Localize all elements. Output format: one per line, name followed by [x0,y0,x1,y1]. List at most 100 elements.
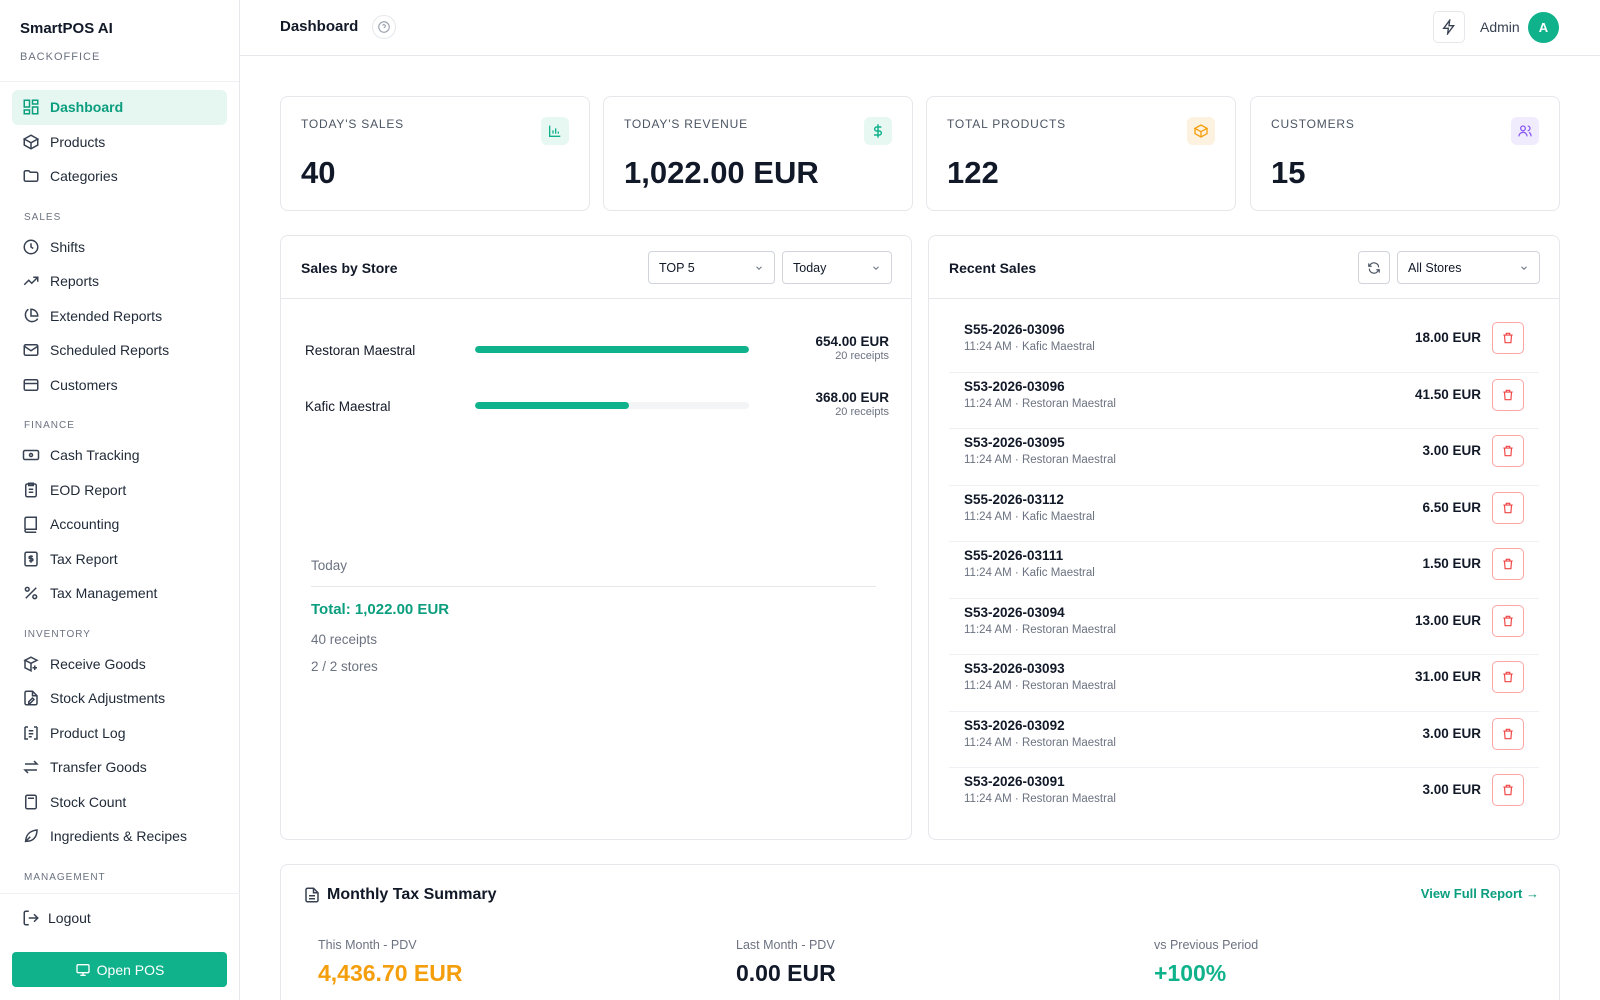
quick-action-button[interactable] [1433,11,1465,43]
sidebar-item-eod-report[interactable]: EOD Report [12,473,227,508]
stat-label: TODAY'S SALES [301,117,404,131]
mail-icon [23,344,39,357]
sidebar-item-customers[interactable]: Customers [12,368,227,403]
store-filter-select[interactable]: All Stores [1397,251,1540,284]
refresh-button[interactable] [1358,251,1390,284]
tax-vs-value: +100% [1154,960,1227,986]
logout-label: Logout [48,910,91,926]
sidebar: SmartPOS AI BACKOFFICE Dashboard Product… [0,0,240,1000]
sale-meta: 11:24 AM · Restoran Maestral [964,793,1116,805]
sidebar-item-tax-management[interactable]: Tax Management [12,576,227,611]
stat-label: TOTAL PRODUCTS [947,117,1066,131]
sidebar-item-receive-goods[interactable]: Receive Goods [12,647,227,682]
open-pos-button[interactable]: Open POS [12,952,227,987]
help-icon [378,21,390,33]
summary-total: Total: 1,022.00 EUR [311,601,450,618]
delete-sale-button[interactable] [1492,717,1524,750]
file-edit-icon [24,690,38,706]
sidebar-item-ingredients-recipes[interactable]: Ingredients & Recipes [12,819,227,854]
stat-card-customers: CUSTOMERS 15 [1250,96,1560,211]
tax-last-month-value: 0.00 EUR [736,960,836,986]
delete-sale-button[interactable] [1492,548,1524,580]
sidebar-item-transfer-goods[interactable]: Transfer Goods [12,750,227,785]
sale-id: S55-2026-03096 [964,322,1065,337]
calculator-icon [25,794,37,810]
logout-button[interactable]: Logout [0,900,240,936]
user-name[interactable]: Admin [1480,19,1520,35]
sale-id: S55-2026-03112 [964,491,1064,507]
sidebar-item-accounting[interactable]: Accounting [12,507,227,542]
sidebar-item-dashboard[interactable]: Dashboard [12,90,227,125]
sale-row[interactable]: S55-2026-03112 11:24 AM · Kafic Maestral 6… [949,486,1539,542]
delete-sale-button[interactable] [1492,604,1524,637]
sidebar-item-reports[interactable]: Reports [12,264,227,299]
delete-sale-button[interactable] [1492,322,1524,354]
period-filter-select[interactable]: Today [782,251,892,284]
sidebar-footer: Logout Open POS [0,893,240,987]
sale-row[interactable]: S53-2026-03092 11:24 AM · Restoran Maestr… [949,712,1539,768]
sidebar-item-label: Extended Reports [50,307,163,324]
tax-this-month-label: This Month - PDV [318,938,417,952]
card-icon [23,378,39,391]
sale-meta: 11:24 AM · Kafic Maestral [964,341,1095,353]
delete-sale-button[interactable] [1492,774,1524,806]
select-value: All Stores [1408,260,1462,275]
sidebar-item-label: Products [50,133,106,150]
monthly-tax-summary-panel: Monthly Tax Summary View Full Report → T… [280,864,1560,1000]
sale-row[interactable]: S55-2026-03111 11:24 AM · Kafic Maestral 1… [949,542,1539,599]
sidebar-item-label: Categories [50,168,118,185]
delete-sale-button[interactable] [1492,378,1524,411]
top-filter-select[interactable]: TOP 5 [648,251,775,284]
sidebar-item-categories[interactable]: Categories [12,159,227,194]
panel-header: Sales by Store TOP 5 Today [281,236,911,299]
store-receipts: 20 receipts [835,406,889,418]
sidebar-item-stock-count[interactable]: Stock Count [12,785,227,820]
tax-this-month-value: 4,436.70 EUR [318,960,463,986]
delete-sale-button[interactable] [1492,491,1524,524]
sidebar-item-tax-report[interactable]: Tax Report [12,542,227,577]
sale-row[interactable]: S53-2026-03093 11:24 AM · Restoran Maestr… [949,655,1539,712]
sidebar-section-finance: FINANCE [24,420,75,431]
sale-row[interactable]: S53-2026-03095 11:24 AM · Restoran Maestr… [949,429,1539,486]
sale-row[interactable]: S55-2026-03096 11:24 AM · Kafic Maestral 1… [949,316,1539,373]
sidebar-item-shifts[interactable]: Shifts [12,230,227,265]
sidebar-item-label: Transfer Goods [50,759,147,776]
sidebar-item-extended-reports[interactable]: Extended Reports [12,299,227,334]
avatar[interactable]: A [1528,12,1559,43]
store-amount: 654.00 EUR [815,334,889,349]
trash-icon [1503,445,1513,457]
delete-sale-button[interactable] [1492,661,1524,693]
sale-id: S53-2026-03091 [964,774,1065,789]
sale-row[interactable]: S53-2026-03096 11:24 AM · Restoran Maestr… [949,373,1539,429]
view-full-report-link[interactable]: View Full Report → [1420,886,1539,901]
sidebar-item-label: Ingredients & Recipes [50,828,187,845]
sidebar-item-label: Stock Count [50,793,127,810]
sidebar-section-inventory: INVENTORY [24,628,91,640]
summary-receipts: 40 receipts [311,632,378,647]
trend-icon [23,276,39,286]
sidebar-item-product-log[interactable]: Product Log [12,716,227,751]
page-title: Dashboard [280,18,359,35]
sale-amount: 6.50 EUR [1422,499,1481,515]
sale-meta: 11:24 AM · Restoran Maestral [964,736,1116,749]
box-icon [22,134,40,150]
delete-sale-button[interactable] [1492,435,1524,467]
sidebar-item-label: Accounting [50,516,120,533]
sidebar-item-stock-adjustments[interactable]: Stock Adjustments [12,681,227,716]
tax-vs-previous: vs Previous Period +100% [1154,938,1258,987]
sidebar-item-products[interactable]: Products [12,125,227,160]
dollar-file-icon [24,551,38,567]
leaf-icon [24,829,38,843]
store-bar-fill [475,346,749,353]
sale-row[interactable]: S53-2026-03094 11:24 AM · Restoran Maestr… [949,599,1539,655]
sidebar-item-label: EOD Report [50,481,127,498]
sale-amount: 3.00 EUR [1422,782,1481,797]
sidebar-item-scheduled-reports[interactable]: Scheduled Reports [12,333,227,368]
sale-meta: 11:24 AM · Kafic Maestral [964,510,1095,523]
sale-amount: 1.50 EUR [1422,556,1481,571]
brand-subtitle: BACKOFFICE [20,51,101,63]
sidebar-item-cash-tracking[interactable]: Cash Tracking [12,438,227,473]
sale-row[interactable]: S53-2026-03091 11:24 AM · Restoran Maestr… [949,768,1539,825]
help-button[interactable] [372,15,396,39]
store-bar-track [475,402,749,409]
